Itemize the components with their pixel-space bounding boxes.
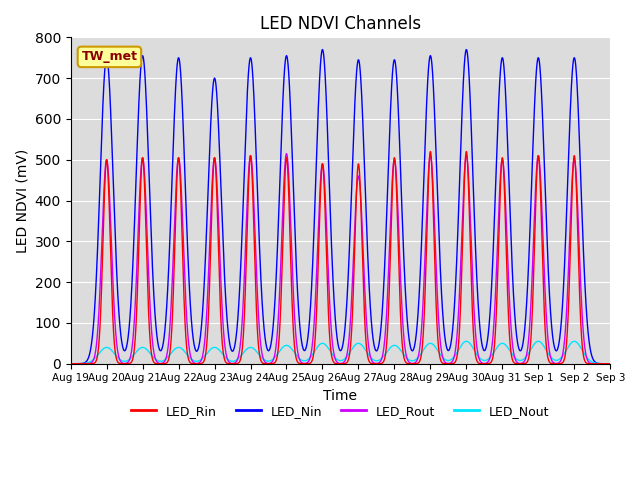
- LED_Rout: [393, 186, 401, 192]
- LED_Nout: [453, 349, 461, 355]
- Text: TW_met: TW_met: [81, 50, 138, 63]
- Legend: LED_Rin, LED_Nin, LED_Rout, LED_Nout: LED_Rin, LED_Nin, LED_Rout, LED_Nout: [126, 400, 555, 423]
- LED_Rout: [283, 151, 291, 156]
- LED_Nout: [67, 361, 74, 367]
- LED_Nin: [413, 324, 421, 329]
- LED_Rin: [202, 354, 209, 360]
- LED_Rout: [607, 361, 614, 367]
- Line: LED_Rin: LED_Rin: [70, 152, 611, 364]
- LED_Nout: [322, 342, 330, 348]
- LED_Rin: [453, 354, 461, 360]
- LED_Nin: [322, 87, 330, 93]
- LED_Nin: [393, 80, 401, 86]
- LED_Rout: [322, 208, 330, 214]
- LED_Nout: [534, 338, 542, 344]
- LED_Rout: [413, 357, 421, 363]
- LED_Rout: [572, 162, 579, 168]
- X-axis label: Time: Time: [323, 389, 358, 403]
- LED_Rout: [67, 361, 74, 367]
- LED_Nout: [393, 343, 401, 349]
- LED_Rin: [413, 360, 421, 366]
- LED_Nin: [463, 47, 470, 52]
- Title: LED NDVI Channels: LED NDVI Channels: [260, 15, 421, 33]
- Line: LED_Nout: LED_Nout: [70, 341, 611, 364]
- LED_Rin: [322, 233, 330, 239]
- LED_Nout: [413, 356, 421, 361]
- LED_Rin: [607, 361, 614, 367]
- LED_Nin: [453, 250, 461, 255]
- LED_Rout: [453, 332, 461, 338]
- LED_Rin: [572, 161, 579, 167]
- Line: LED_Rout: LED_Rout: [70, 154, 611, 364]
- LED_Rout: [202, 334, 209, 339]
- LED_Nout: [572, 338, 579, 344]
- LED_Rin: [67, 361, 74, 367]
- LED_Nin: [607, 361, 614, 367]
- LED_Nin: [202, 262, 209, 267]
- Y-axis label: LED NDVI (mV): LED NDVI (mV): [15, 148, 29, 252]
- LED_Nin: [67, 361, 74, 367]
- LED_Nout: [607, 361, 614, 367]
- LED_Rin: [463, 149, 470, 155]
- LED_Rin: [393, 202, 401, 207]
- LED_Nin: [572, 59, 579, 64]
- Line: LED_Nin: LED_Nin: [70, 49, 611, 364]
- LED_Nout: [202, 353, 209, 359]
